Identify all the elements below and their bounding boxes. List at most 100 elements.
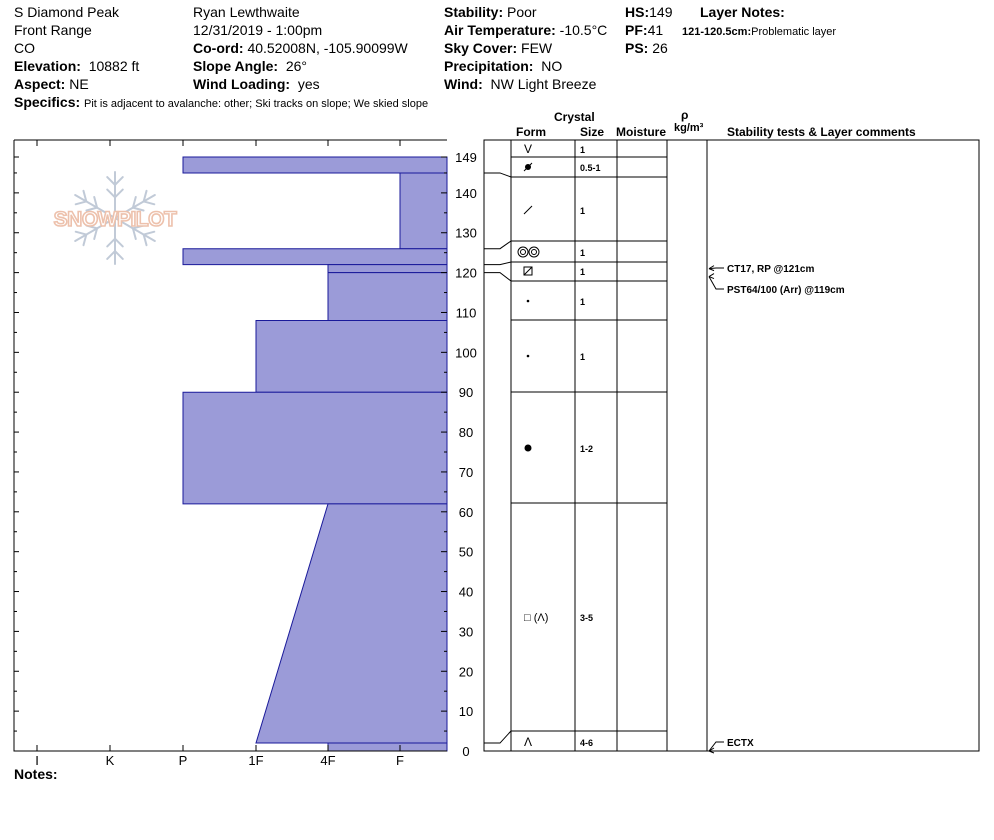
- arrow-head-icon: [708, 747, 715, 754]
- layer-note: 121-120.5cm:Problematic layer: [682, 24, 836, 40]
- layer-connector: [484, 730, 512, 744]
- small-rounded-grain-icon: [526, 299, 530, 303]
- wind-loading-label: Wind Loading:: [193, 76, 291, 92]
- snowflake-branch: [106, 188, 116, 199]
- hardness-bar: [255, 503, 448, 744]
- pf-label: PF:: [625, 22, 648, 38]
- wind-loading-value: yes: [297, 76, 320, 92]
- wind-loading-row: Wind Loading: yes: [193, 76, 320, 92]
- precip-label: Precipitation:: [444, 58, 534, 74]
- slope-label: Slope Angle:: [193, 58, 279, 74]
- air-temp-row: Air Temperature: -10.5°C: [444, 22, 607, 38]
- snowflake-branch: [114, 237, 124, 248]
- stability-test-pointer: [708, 276, 724, 290]
- density-unit-header: kg/m³: [674, 122, 704, 134]
- datetime: 12/31/2019 - 1:00pm: [193, 22, 323, 38]
- stability-value: Poor: [507, 4, 537, 20]
- y-tick-label: 100: [455, 345, 477, 360]
- hardness-bar: [399, 172, 448, 250]
- stability-label: Stability:: [444, 4, 504, 20]
- hardness-bar: [255, 319, 448, 393]
- snowflake-arm: [74, 194, 116, 219]
- state: CO: [14, 40, 35, 56]
- y-tick-label: 120: [455, 266, 477, 281]
- snowflake-branch: [131, 224, 145, 230]
- hardness-bar: [327, 742, 448, 752]
- hs-row: HS:149: [625, 4, 672, 20]
- specifics-label: Specifics:: [14, 94, 81, 110]
- aspect-value: NE: [69, 76, 89, 92]
- snowflake-branch: [85, 206, 99, 212]
- melt-forms-icon: [523, 266, 533, 276]
- y-tick-label: 0: [462, 744, 469, 759]
- grain-size-label: 1: [580, 145, 585, 155]
- wind-row: Wind: NW Light Breeze: [444, 76, 596, 92]
- y-tick-label: 90: [459, 385, 473, 400]
- wind-label: Wind:: [444, 76, 483, 92]
- snowflake-branch: [106, 250, 116, 260]
- location: S Diamond Peak: [14, 4, 120, 20]
- sky-value: FEW: [521, 40, 553, 56]
- y-tick-label: 40: [459, 585, 473, 600]
- x-tick-label: 4F: [320, 753, 335, 768]
- layer-connector: [484, 261, 512, 266]
- faceted-crystals-depth-hoar-icon: □ (Λ): [524, 612, 548, 624]
- hs-value: 149: [649, 4, 673, 20]
- hs-label: HS:: [625, 4, 650, 20]
- snowflake-branch: [85, 224, 99, 230]
- y-tick-label: 110: [456, 305, 477, 320]
- x-tick-label: P: [179, 753, 188, 768]
- grain-size-label: 1: [580, 267, 585, 277]
- rounded-grains-icon: [524, 444, 532, 452]
- air-temp-value: -10.5°C: [559, 22, 608, 38]
- snowflake-branch: [74, 200, 88, 206]
- svg-text:SNOWPILOT: SNOWPILOT: [54, 208, 177, 231]
- precip-row: Precipitation: NO: [444, 58, 562, 74]
- snowflake-branch: [131, 227, 137, 240]
- layer-connector: [484, 172, 512, 178]
- snowflake-branch: [93, 196, 99, 209]
- coord-label: Co-ord:: [193, 40, 244, 56]
- snowflake-branch: [74, 230, 88, 236]
- hardness-bar: [182, 248, 448, 266]
- snowflake-branch: [114, 188, 124, 199]
- slash-form-icon: [523, 205, 533, 215]
- ps-label: PS:: [625, 40, 649, 56]
- specifics-row: Specifics: Pit is adjacent to avalanche:…: [14, 94, 428, 112]
- aspect-row: Aspect: NE: [14, 76, 89, 92]
- layer-note-text: Problematic layer: [751, 26, 837, 38]
- slope-row: Slope Angle: 26°: [193, 58, 307, 74]
- layer-table-frame: [483, 139, 980, 752]
- notes-label: Notes:: [14, 766, 58, 782]
- ps-value: 26: [652, 40, 668, 56]
- rime-icon: [517, 246, 540, 258]
- snowflake-branch: [82, 233, 88, 247]
- grain-size-label: 0.5-1: [580, 163, 601, 173]
- x-tick-label: F: [396, 753, 404, 768]
- y-tick-label: 30: [459, 624, 473, 639]
- air-temp-label: Air Temperature:: [444, 22, 556, 38]
- x-tick-label: K: [106, 753, 115, 768]
- snowflake-branch: [142, 230, 156, 236]
- grain-size-label: 1-2: [580, 444, 593, 454]
- sky-label: Sky Cover:: [444, 40, 518, 56]
- y-tick-label: 80: [459, 425, 473, 440]
- elevation-row: Elevation: 10882 ft: [14, 58, 139, 74]
- precip-value: NO: [541, 58, 563, 74]
- snowflake-branch: [114, 250, 124, 260]
- y-tick-label: 60: [459, 505, 473, 520]
- y-tick-label: 50: [459, 545, 473, 560]
- grain-size-label: 1: [580, 297, 585, 307]
- x-tick-label: 1F: [248, 753, 263, 768]
- snowflake-branch: [142, 233, 148, 247]
- stability-test-pointer: [708, 741, 724, 752]
- decomposing-particles-icon: [523, 162, 533, 172]
- y-tick-label: 149: [455, 150, 477, 165]
- stability-test-label: ECTX: [727, 738, 754, 749]
- elevation-value: 10882 ft: [88, 58, 140, 74]
- form-header: Form: [516, 125, 546, 139]
- arrow-head-icon: [708, 265, 715, 272]
- grain-size-label: 4-6: [580, 738, 593, 748]
- observer: Ryan Lewthwaite: [193, 4, 300, 20]
